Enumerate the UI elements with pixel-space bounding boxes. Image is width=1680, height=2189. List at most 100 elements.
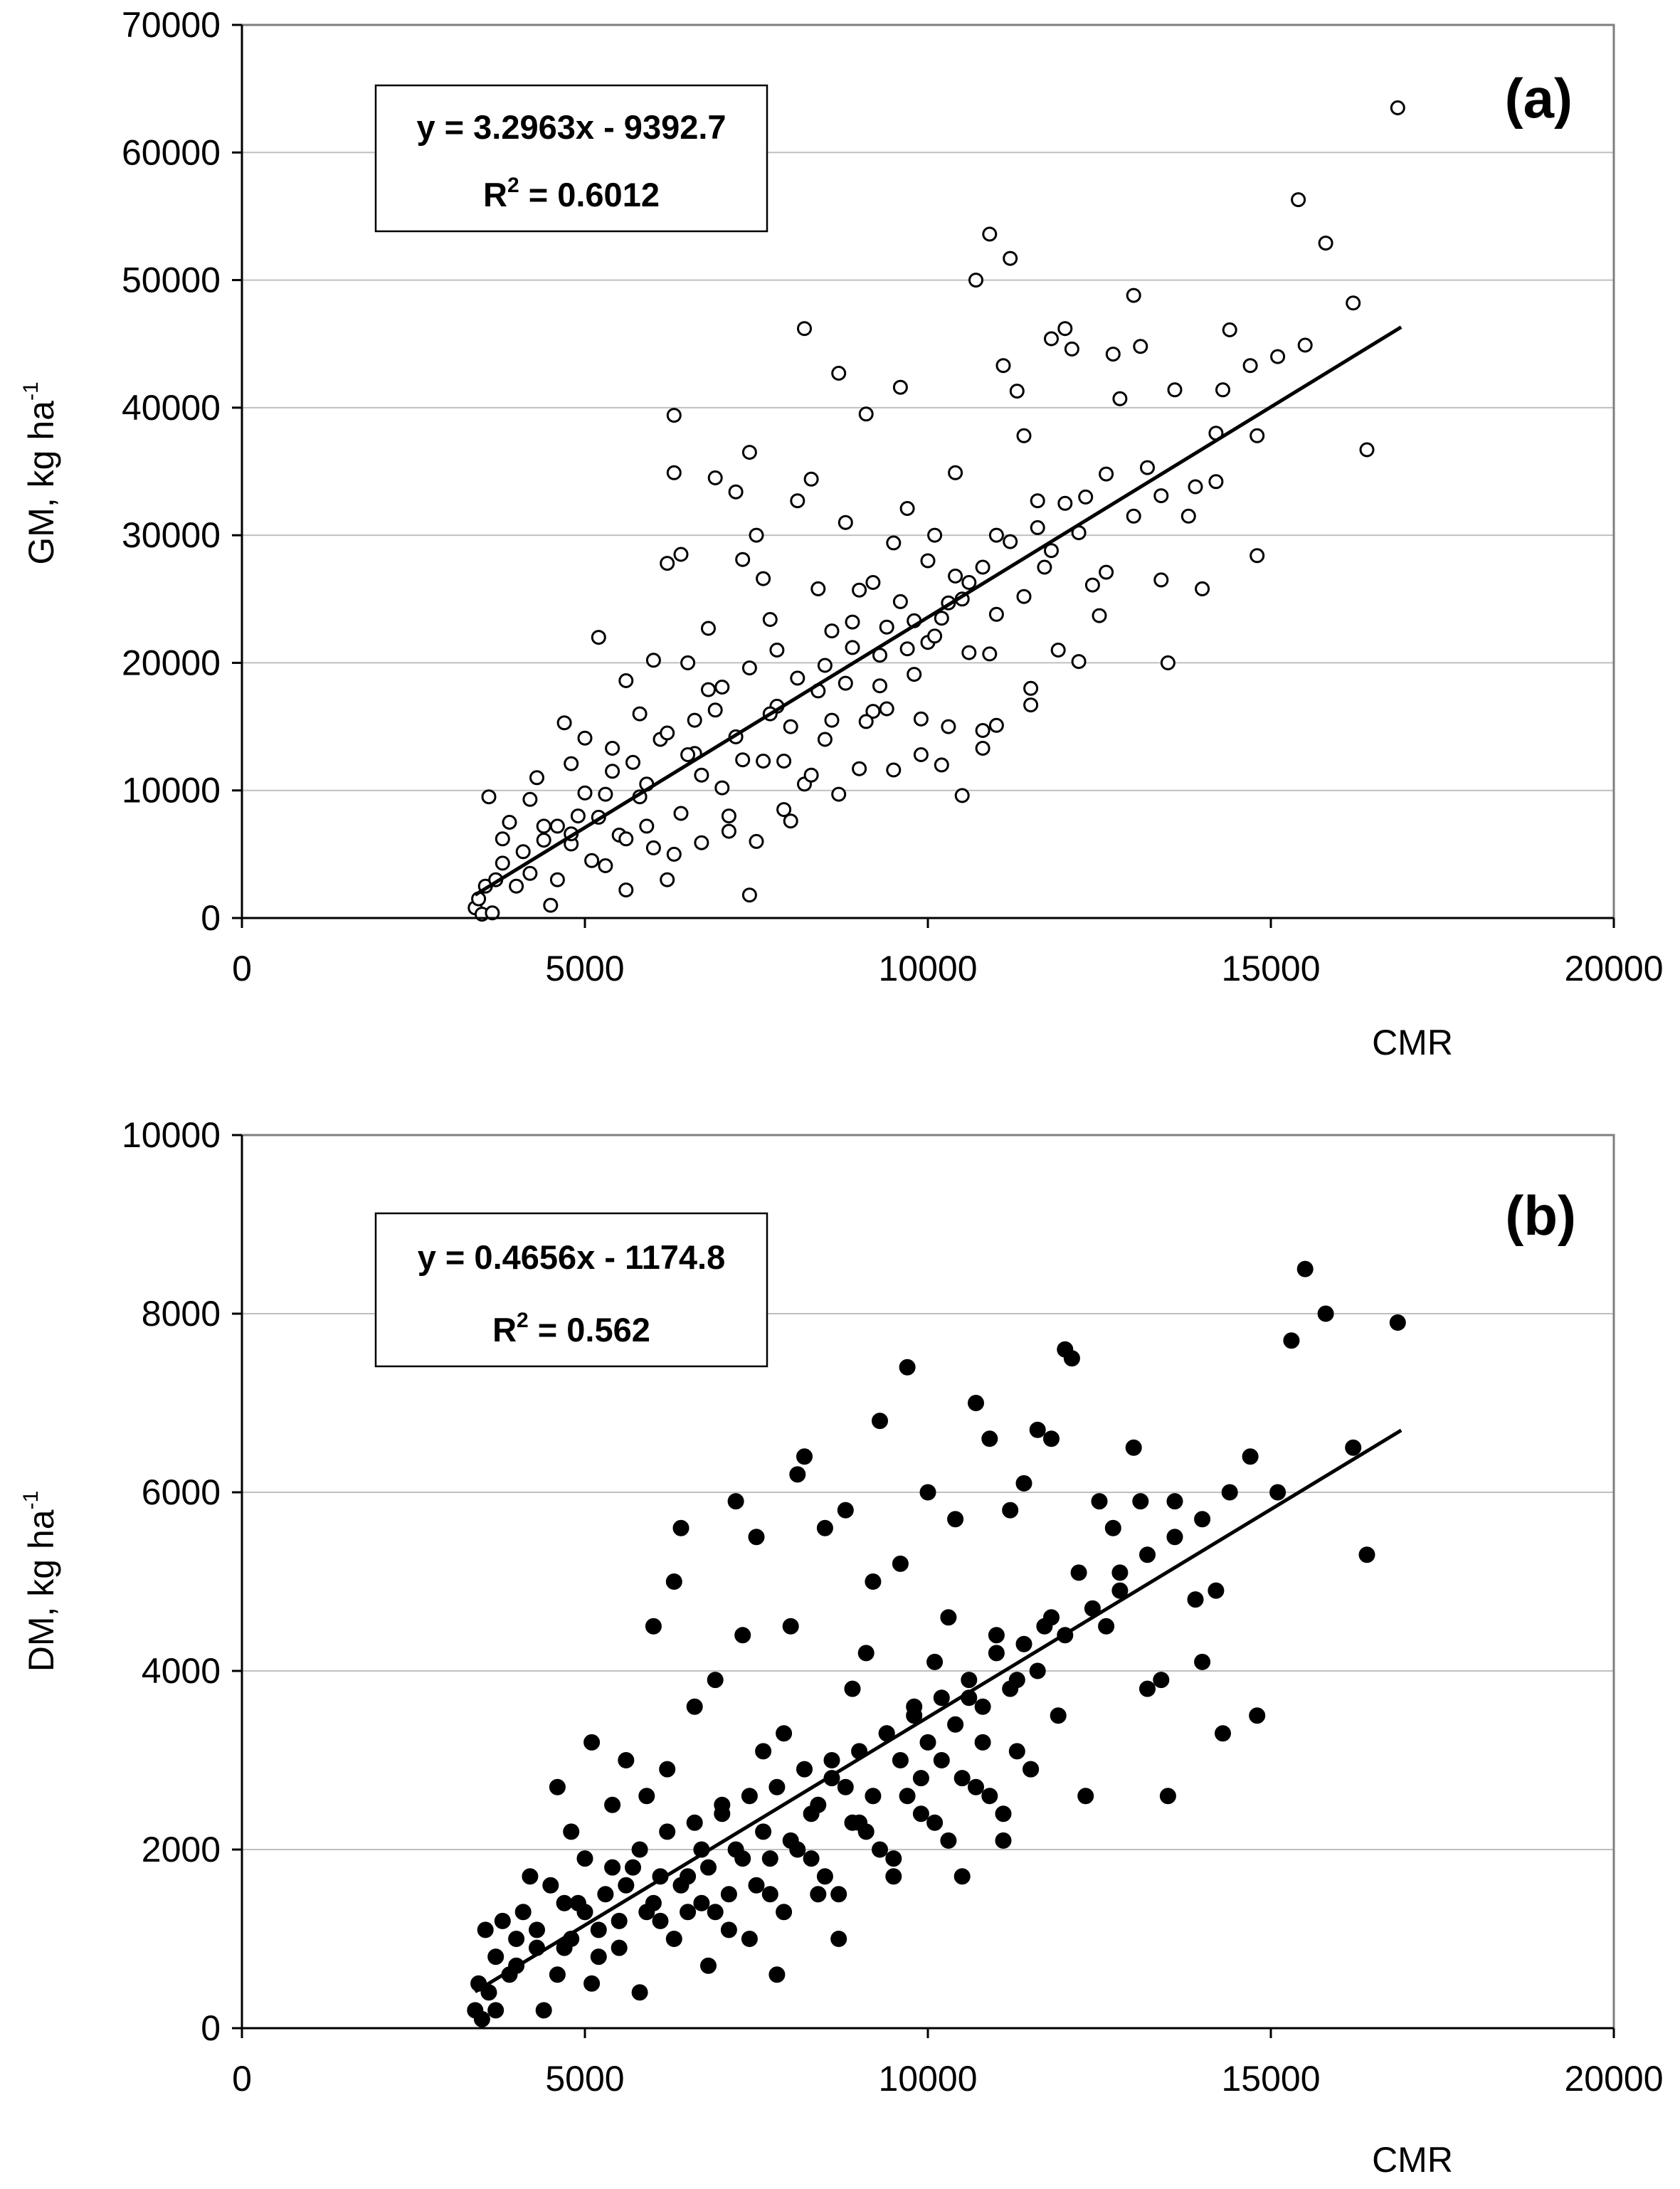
- data-point-a: [968, 273, 983, 288]
- data-point-b: [611, 1912, 628, 1929]
- data-point-b: [556, 1894, 573, 1911]
- data-point-b: [872, 1413, 888, 1430]
- data-point-a: [1250, 548, 1265, 564]
- data-point-b: [1015, 1475, 1032, 1492]
- x-tick-label-b: 20000: [1564, 2059, 1663, 2099]
- data-point-b: [631, 1841, 648, 1858]
- data-point-b: [604, 1796, 621, 1813]
- data-point-b: [638, 1904, 655, 1921]
- data-point-a: [886, 535, 902, 551]
- data-point-a: [529, 770, 544, 786]
- panel-a: 0 10000 20000 30000 40000 50000 60000 70000 0 500…: [19, 5, 1664, 1062]
- data-point-b: [1139, 1680, 1156, 1697]
- data-point-a: [735, 552, 751, 567]
- data-point-a: [988, 606, 1004, 622]
- data-point-b: [940, 1609, 957, 1626]
- data-point-b: [912, 1770, 929, 1787]
- data-point-a: [495, 831, 510, 847]
- data-point-a: [865, 575, 881, 590]
- data-point-b: [885, 1850, 902, 1867]
- data-point-b: [988, 1645, 1005, 1662]
- data-point-a: [1291, 192, 1306, 208]
- data-point-a: [522, 865, 538, 881]
- data-point-b: [1345, 1439, 1362, 1456]
- data-point-b: [1029, 1421, 1046, 1438]
- data-point-b: [968, 1778, 984, 1795]
- data-point-a: [728, 484, 744, 500]
- data-point-b: [707, 1672, 724, 1689]
- x-tick-label-a: 0: [232, 949, 252, 988]
- data-point-a: [741, 445, 757, 460]
- data-point-b: [1002, 1680, 1019, 1697]
- data-point-b: [816, 1868, 833, 1885]
- data-point-b: [734, 1627, 751, 1644]
- data-point-a: [913, 747, 929, 762]
- data-point-a: [707, 702, 723, 718]
- data-point-a: [577, 730, 593, 746]
- data-point-b: [720, 1921, 737, 1939]
- x-tick-label-a: 15000: [1221, 949, 1320, 988]
- data-point-a: [1126, 508, 1141, 524]
- data-point-a: [1346, 295, 1361, 311]
- data-point-a: [1057, 495, 1073, 511]
- data-point-b: [693, 1894, 710, 1911]
- data-point-a: [858, 406, 874, 422]
- data-point-b: [549, 1966, 566, 1983]
- data-point-a: [762, 612, 778, 627]
- data-point-a: [556, 715, 572, 731]
- data-point-b: [1194, 1653, 1211, 1670]
- data-point-b: [796, 1448, 813, 1465]
- data-point-a: [803, 767, 819, 783]
- y-tick-label-a: 20000: [122, 643, 221, 682]
- data-point-b: [1008, 1743, 1025, 1760]
- data-point-b: [645, 1618, 662, 1635]
- data-point-b: [686, 1698, 703, 1715]
- data-point-b: [810, 1796, 827, 1813]
- data-point-a: [756, 571, 771, 586]
- r-squared-label-b: R: [492, 1311, 517, 1349]
- data-point-a: [872, 678, 887, 694]
- data-point-b: [576, 1904, 593, 1921]
- data-point-b: [631, 1984, 648, 2001]
- data-point-b: [899, 1359, 916, 1376]
- data-point-a: [879, 619, 894, 635]
- data-point-a: [1084, 577, 1100, 593]
- data-point-a: [543, 897, 559, 913]
- data-point-a: [934, 611, 949, 626]
- data-point-b: [974, 1734, 991, 1751]
- data-point-b: [940, 1832, 957, 1849]
- data-point-b: [892, 1555, 909, 1572]
- data-point-a: [502, 815, 517, 830]
- data-point-b: [1187, 1591, 1204, 1608]
- data-point-a: [741, 660, 757, 676]
- data-point-a: [1105, 347, 1121, 362]
- trendline-b: [474, 1428, 1402, 1993]
- data-point-a: [892, 594, 908, 609]
- data-point-b: [652, 1912, 669, 1929]
- data-point-b: [1002, 1502, 1019, 1519]
- data-point-a: [701, 621, 716, 636]
- data-point-a: [1195, 581, 1210, 596]
- data-point-a: [680, 747, 696, 762]
- data-point-b: [638, 1788, 655, 1805]
- data-point-b: [844, 1680, 861, 1697]
- data-point-a: [694, 767, 709, 783]
- data-point-a: [1390, 100, 1405, 115]
- data-point-b: [872, 1841, 888, 1858]
- panel-label-a: (a): [1505, 67, 1573, 130]
- data-point-b: [665, 1931, 682, 1947]
- r-squared-a: R2 = 0.6012: [483, 174, 660, 213]
- data-point-a: [810, 581, 826, 596]
- data-point-a: [660, 725, 675, 741]
- data-point-b: [727, 1493, 744, 1510]
- data-point-a: [1167, 382, 1183, 398]
- data-point-b: [514, 1904, 532, 1921]
- data-point-b: [816, 1519, 833, 1536]
- data-point-b: [865, 1788, 882, 1805]
- r-squared-b: R2 = 0.562: [492, 1309, 650, 1349]
- data-point-a: [913, 711, 929, 727]
- data-point-b: [494, 1912, 511, 1929]
- y-tick-label-a: 40000: [122, 388, 221, 428]
- data-point-a: [817, 658, 833, 673]
